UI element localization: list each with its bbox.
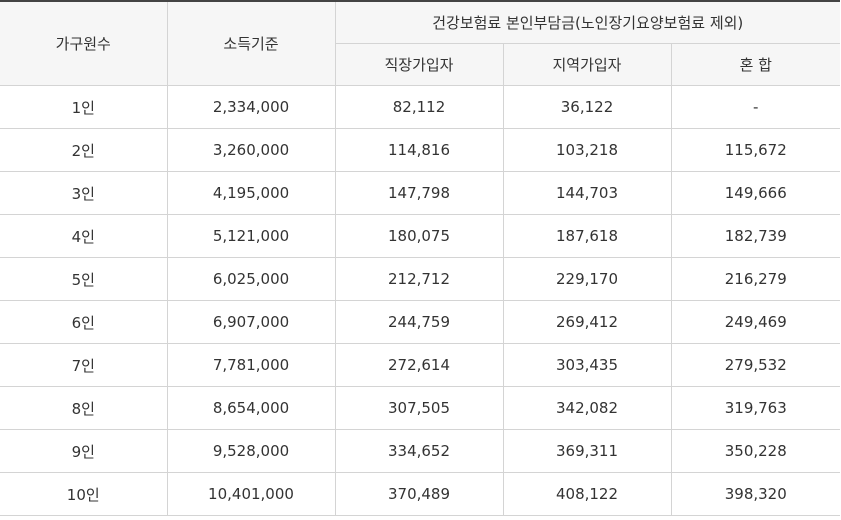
employee-cell: 244,759 [334, 300, 504, 344]
regional-cell: 408,122 [502, 472, 672, 516]
table-row: 8인 8,654,000 307,505 342,082 319,763 [0, 386, 841, 430]
mixed-cell: 149,666 [670, 171, 841, 215]
regional-cell: 103,218 [502, 128, 672, 172]
household-cell: 1인 [0, 85, 168, 129]
mixed-cell: 279,532 [670, 343, 841, 387]
header-mixed: 혼 합 [670, 43, 841, 86]
employee-cell: 307,505 [334, 386, 504, 430]
header-household: 가구원수 [0, 0, 168, 86]
household-cell: 6인 [0, 300, 168, 344]
mixed-cell: 115,672 [670, 128, 841, 172]
income-cell: 9,528,000 [166, 429, 336, 473]
income-cell: 3,260,000 [166, 128, 336, 172]
income-cell: 6,907,000 [166, 300, 336, 344]
household-cell: 2인 [0, 128, 168, 172]
income-cell: 5,121,000 [166, 214, 336, 258]
table-row: 2인 3,260,000 114,816 103,218 115,672 [0, 128, 841, 172]
income-cell: 10,401,000 [166, 472, 336, 516]
table-row: 10인 10,401,000 370,489 408,122 398,320 [0, 472, 841, 516]
household-cell: 7인 [0, 343, 168, 387]
household-cell: 8인 [0, 386, 168, 430]
employee-cell: 114,816 [334, 128, 504, 172]
mixed-cell: 182,739 [670, 214, 841, 258]
mixed-cell: 249,469 [670, 300, 841, 344]
table-row: 7인 7,781,000 272,614 303,435 279,532 [0, 343, 841, 387]
regional-cell: 369,311 [502, 429, 672, 473]
income-cell: 4,195,000 [166, 171, 336, 215]
employee-cell: 272,614 [334, 343, 504, 387]
household-cell: 10인 [0, 472, 168, 516]
household-cell: 9인 [0, 429, 168, 473]
header-income: 소득기준 [166, 0, 336, 86]
header-regional: 지역가입자 [502, 43, 672, 86]
mixed-cell: 398,320 [670, 472, 841, 516]
employee-cell: 212,712 [334, 257, 504, 301]
household-cell: 3인 [0, 171, 168, 215]
employee-cell: 334,652 [334, 429, 504, 473]
income-cell: 7,781,000 [166, 343, 336, 387]
table-row: 5인 6,025,000 212,712 229,170 216,279 [0, 257, 841, 301]
income-cell: 2,334,000 [166, 85, 336, 129]
mixed-cell: 350,228 [670, 429, 841, 473]
regional-cell: 36,122 [502, 85, 672, 129]
regional-cell: 342,082 [502, 386, 672, 430]
header-employee: 직장가입자 [335, 43, 504, 86]
mixed-cell: - [670, 85, 841, 129]
employee-cell: 82,112 [334, 85, 504, 129]
regional-cell: 269,412 [502, 300, 672, 344]
table-row: 1인 2,334,000 82,112 36,122- [0, 85, 841, 129]
regional-cell: 303,435 [502, 343, 672, 387]
employee-cell: 180,075 [334, 214, 504, 258]
household-cell: 5인 [0, 257, 168, 301]
mixed-cell: 216,279 [670, 257, 841, 301]
household-cell: 4인 [0, 214, 168, 258]
regional-cell: 229,170 [502, 257, 672, 301]
income-cell: 6,025,000 [166, 257, 336, 301]
header-row-1: 가구원수 소득기준 건강보험료 본인부담금(노인장기요양보험료 제외) [0, 0, 841, 86]
income-cell: 8,654,000 [166, 386, 336, 430]
table-row: 9인 9,528,000 334,652 369,311 350,228 [0, 429, 841, 473]
regional-cell: 187,618 [502, 214, 672, 258]
table-row: 4인 5,121,000 180,075 187,618 182,739 [0, 214, 841, 258]
header-premium-group: 건강보험료 본인부담금(노인장기요양보험료 제외) [334, 0, 841, 44]
table-row: 3인 4,195,000 147,798 144,703 149,666 [0, 171, 841, 215]
mixed-cell: 319,763 [670, 386, 841, 430]
regional-cell: 144,703 [502, 171, 672, 215]
employee-cell: 370,489 [334, 472, 504, 516]
table-row: 6인 6,907,000 244,759 269,412 249,469 [0, 300, 841, 344]
employee-cell: 147,798 [334, 171, 504, 215]
table-body: 1인 2,334,000 82,112 36,122-2인 3,260,000 114,8… [0, 85, 841, 516]
